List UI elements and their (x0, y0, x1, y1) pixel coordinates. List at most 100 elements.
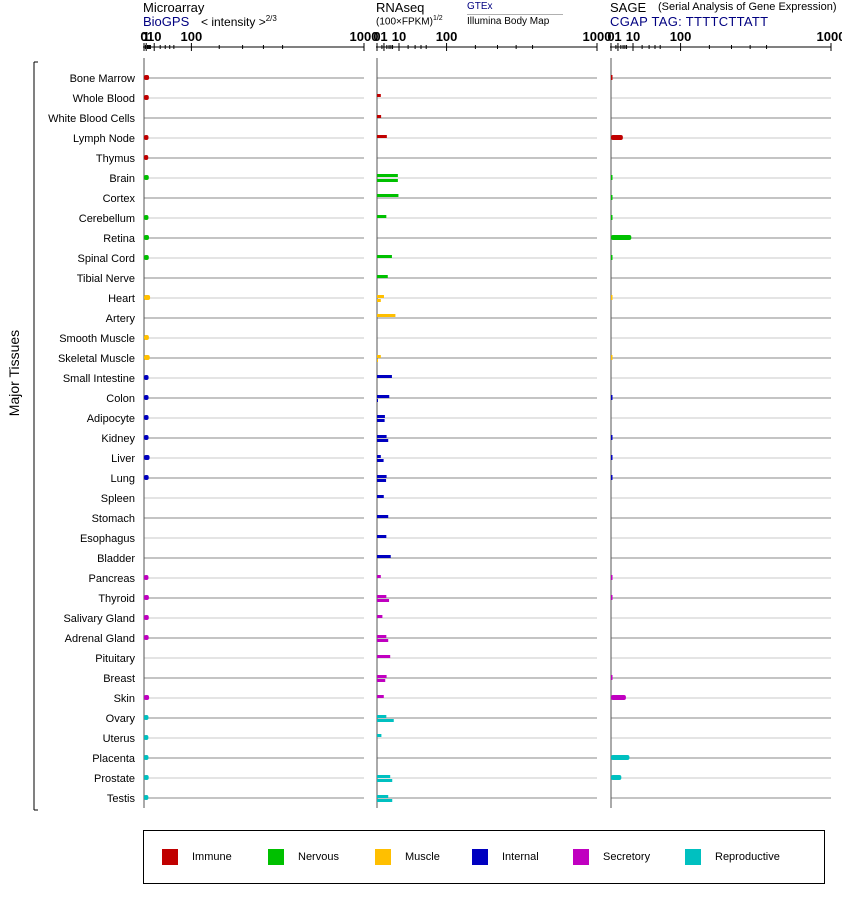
rnaseq-bar (377, 475, 387, 478)
tissue-label: Testis (107, 793, 136, 805)
sage-bar (611, 135, 623, 140)
rnaseq-bar (377, 459, 384, 462)
sage-bar (611, 675, 613, 680)
tissue-label: White Blood Cells (48, 113, 135, 125)
tissue-label: Adipocyte (87, 413, 135, 425)
rnaseq-bar (377, 695, 384, 698)
rnaseq-bar (377, 734, 382, 737)
tissue-label: Cortex (103, 193, 136, 205)
microarray-bar (144, 215, 149, 220)
legend-label-immune: Immune (192, 851, 232, 863)
microarray-bar (144, 375, 149, 380)
rnaseq-bar (377, 355, 381, 358)
sage-bar (611, 455, 613, 460)
tissue-label: Skeletal Muscle (58, 353, 135, 365)
microarray-unit: < intensity >2/3 (201, 14, 277, 29)
sage-bar (611, 195, 613, 200)
tissue-label: Thymus (96, 153, 136, 165)
microarray-bar (144, 235, 149, 240)
microarray-bar (144, 635, 149, 640)
sage-bar (611, 475, 613, 480)
rnaseq-bar (377, 719, 394, 722)
microarray-bar (144, 415, 149, 420)
microarray-bar (144, 175, 149, 180)
x-tick-label: 100 (670, 29, 692, 44)
microarray-bar (144, 475, 149, 480)
sage-bar (611, 355, 613, 360)
tissue-label: Uterus (103, 733, 136, 745)
gtex-label[interactable]: GTEx (467, 1, 493, 12)
tissue-label: Prostate (94, 773, 135, 785)
sage-bar (611, 235, 632, 240)
microarray-bar (144, 355, 150, 360)
microarray-bar (144, 755, 149, 760)
rnaseq-bar (377, 495, 384, 498)
legend-swatch-immune (162, 849, 178, 865)
legend-label-reproductive: Reproductive (715, 851, 780, 863)
x-tick-label: 100 (436, 29, 458, 44)
tissue-label: Stomach (92, 513, 135, 525)
tissue-label: Small Intestine (63, 373, 135, 385)
rnaseq-bar (377, 415, 385, 418)
sage-bar (611, 775, 622, 780)
microarray-bar (144, 295, 151, 300)
tissue-label: Bladder (97, 553, 135, 565)
rnaseq-bar (377, 515, 389, 518)
microarray-bar (144, 795, 149, 800)
tissue-label: Lymph Node (73, 133, 135, 145)
x-tick-label: 1000 (583, 29, 612, 44)
sage-bar (611, 395, 613, 400)
sage-bar (611, 695, 626, 700)
rnaseq-bar (377, 535, 387, 538)
rnaseq-unit: (100×FPKM)1/2 (376, 15, 443, 27)
rnaseq-bar (377, 635, 387, 638)
sage-bar (611, 295, 613, 300)
tissue-label: Kidney (101, 433, 135, 445)
tissue-label: Smooth Muscle (59, 333, 135, 345)
rnaseq-bar (377, 375, 392, 378)
x-tick-label: 0 (373, 29, 380, 44)
illumina-label[interactable]: Illumina Body Map (467, 16, 550, 27)
tissue-label: Pituitary (95, 653, 135, 665)
rnaseq-bar (377, 435, 387, 438)
rnaseq-bar (377, 94, 381, 97)
tissue-label: Breast (103, 673, 135, 685)
tissue-label: Liver (111, 453, 135, 465)
rnaseq-bar (377, 455, 381, 458)
legend-items: Immune Nervous Muscle Internal Secretory Repr… (144, 831, 824, 883)
rnaseq-bar (377, 639, 389, 642)
rnaseq-bar (377, 314, 396, 317)
tissue-label: Heart (108, 293, 135, 305)
rnaseq-title: RNAseq (376, 0, 425, 15)
rnaseq-bar (377, 179, 398, 182)
legend-swatch-nervous (268, 849, 284, 865)
rnaseq-bar (377, 255, 392, 258)
sage-bar (611, 75, 613, 80)
rnaseq-bar (377, 299, 381, 302)
rnaseq-bar (377, 715, 387, 718)
tissue-label: Brain (109, 173, 135, 185)
rnaseq-bar (377, 799, 393, 802)
sage-bar (611, 215, 613, 220)
rnaseq-bar (377, 679, 386, 682)
microarray-bar (144, 715, 149, 720)
rnaseq-bar (377, 479, 387, 482)
microarray-bar (144, 75, 150, 80)
rnaseq-unit-text: (100×FPKM) (376, 16, 433, 28)
rnaseq-bar (377, 215, 387, 218)
rnaseq-bar (377, 399, 378, 402)
legend-label-secretory: Secretory (603, 851, 651, 863)
x-tick-label: 1 (380, 29, 387, 44)
rnaseq-bar (377, 555, 391, 558)
tissue-label: Salivary Gland (63, 613, 135, 625)
rnaseq-bar (377, 775, 391, 778)
x-tick-label: 0 (607, 29, 614, 44)
rnaseq-bar (377, 575, 381, 578)
tissue-label: Thyroid (98, 593, 135, 605)
tissue-label: Ovary (106, 713, 136, 725)
microarray-title: Microarray (143, 0, 205, 15)
sage-tag[interactable]: CGAP TAG: TTTTCTTATT (610, 14, 769, 29)
biogps-label[interactable]: BioGPS (143, 14, 190, 29)
rnaseq-bar (377, 275, 388, 278)
